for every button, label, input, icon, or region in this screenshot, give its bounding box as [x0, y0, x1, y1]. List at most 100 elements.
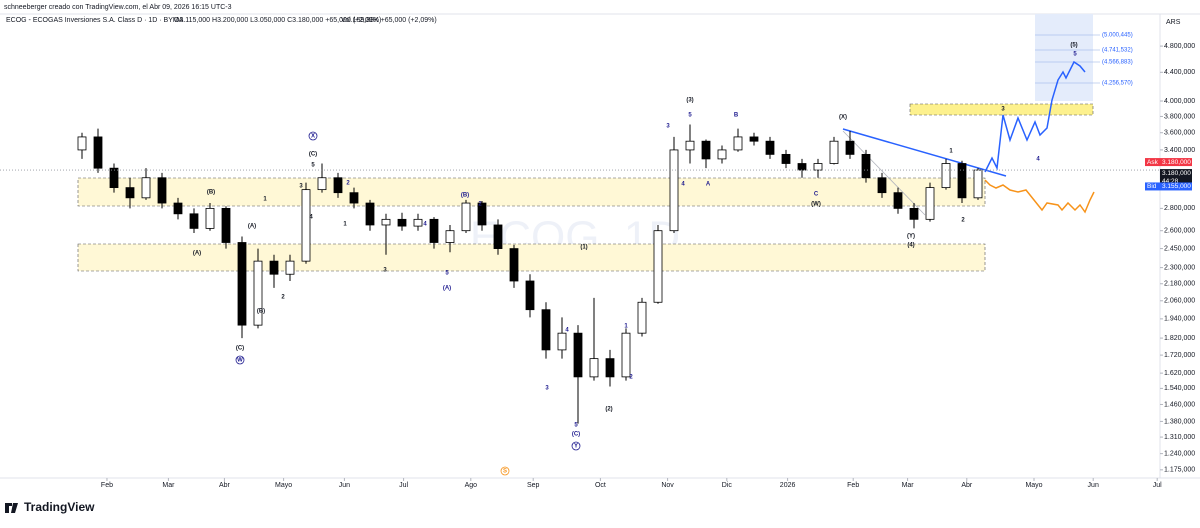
candle-body [509, 248, 519, 282]
wave-label: (4) [907, 243, 914, 249]
x-tick-label: Abr [961, 482, 973, 489]
wave-circle [500, 466, 510, 476]
candle-body [845, 140, 855, 155]
wave-label: (X) [839, 115, 847, 121]
y-tick-label: 2.800,000 [1164, 205, 1195, 212]
price-label: 3.155,000 [1162, 183, 1191, 190]
symbol: ECOG - ECOGAS Inversiones S.A. Class D ·… [6, 17, 184, 24]
candle-body [125, 187, 135, 199]
candle-body [957, 163, 967, 199]
brand-logo [5, 503, 18, 513]
candle-body [477, 202, 487, 226]
price-label-tag [1145, 182, 1160, 191]
y-tick-label: 1.240,000 [1164, 450, 1195, 457]
y-tick-label: 1.540,000 [1164, 385, 1195, 392]
y-tick-label: 1.820,000 [1164, 335, 1195, 342]
candle-body [381, 218, 391, 226]
x-tick-label: Mayo [1025, 482, 1042, 489]
wave-label: (C) [572, 432, 580, 438]
y-tick-label: 1.380,000 [1164, 418, 1195, 425]
trendline [842, 128, 1007, 177]
candle-body [589, 358, 599, 378]
candle-body [781, 153, 791, 164]
candle-body [77, 136, 87, 151]
wave-label: 2 [478, 202, 482, 208]
wave-label: Y [574, 444, 578, 450]
y-tick-label: 3.600,000 [1164, 130, 1195, 137]
bull-projection [984, 60, 1086, 173]
wave-label: 2 [346, 181, 350, 187]
candle-body [605, 358, 615, 378]
wave-label: A [706, 182, 711, 188]
wave-label: S [503, 469, 507, 475]
wave-label: 4 [565, 328, 569, 334]
x-tick-label: Dic [722, 482, 733, 489]
candle-body [941, 163, 951, 189]
price-label: 3.180,000 [1162, 170, 1191, 177]
candle-body [301, 189, 311, 262]
candle-body [445, 230, 455, 243]
candle-body [877, 177, 887, 194]
target-label: (4.741,532) [1102, 48, 1133, 54]
projection-box [1035, 14, 1093, 101]
x-tick-label: Abr [219, 482, 231, 489]
brand: TradingView [24, 500, 95, 514]
candle-body [717, 149, 727, 160]
wave-label: 4 [309, 215, 313, 221]
wave-label: 3 [383, 268, 387, 274]
candle-body [653, 230, 663, 303]
candle-body [365, 202, 375, 226]
price-label-bg [1160, 169, 1192, 186]
y-tick-label: 3.800,000 [1164, 113, 1195, 120]
x-tick-label: Jul [399, 482, 408, 489]
x-tick-label: Ago [465, 482, 478, 489]
zone [77, 177, 986, 207]
wave-label: (A) [443, 286, 451, 292]
wave-label: (A) [193, 251, 201, 257]
x-tick-label: Jul [1153, 482, 1162, 489]
candle-body [333, 177, 343, 194]
candle-body [909, 207, 919, 220]
candle-body [429, 218, 439, 243]
y-tick-label: 2.450,000 [1164, 245, 1195, 252]
candle-body [557, 332, 567, 351]
x-tick-label: Sep [527, 482, 540, 489]
zone [77, 243, 986, 272]
price-label: 3.180,000 [1162, 159, 1191, 166]
y-tick-label: 1.720,000 [1164, 352, 1195, 359]
volume: Vol.159,88K +65,000 (+2,09%) [341, 17, 437, 24]
wave-label: 3 [299, 184, 303, 190]
candle-body [109, 167, 119, 189]
candle-body [765, 140, 775, 155]
candle-body [397, 218, 407, 227]
wave-circle [235, 355, 245, 365]
credit: schneeberger creado con TradingView.com,… [4, 4, 232, 11]
wave-label: 4 [681, 182, 685, 188]
x-tick-label: Mayo [275, 482, 292, 489]
wave-label: (5) [1070, 43, 1077, 49]
candle-body [205, 207, 215, 229]
wave-circle [308, 131, 318, 141]
candle-body [269, 260, 279, 275]
candle-body [461, 202, 471, 232]
y-tick-label: 4.800,000 [1164, 43, 1195, 50]
candle-body [493, 224, 503, 249]
y-tick-label: 1.310,000 [1164, 434, 1195, 441]
wave-label: X [311, 134, 315, 140]
candle-body [637, 301, 647, 334]
price-label-tag [1145, 158, 1160, 167]
candle-body [573, 332, 583, 378]
wave-label: (Y) [907, 234, 915, 240]
candle-body [701, 140, 711, 160]
wave-label: (C) [236, 346, 244, 352]
wave-label: 3 [1001, 107, 1005, 113]
candle-body [861, 153, 871, 179]
candle-body [541, 309, 551, 351]
wave-label: (B) [461, 193, 469, 199]
zone [909, 103, 1094, 116]
y-tick-label: 2.300,000 [1164, 264, 1195, 271]
candle-body [285, 260, 295, 275]
x-tick-label: Mar [902, 482, 915, 489]
